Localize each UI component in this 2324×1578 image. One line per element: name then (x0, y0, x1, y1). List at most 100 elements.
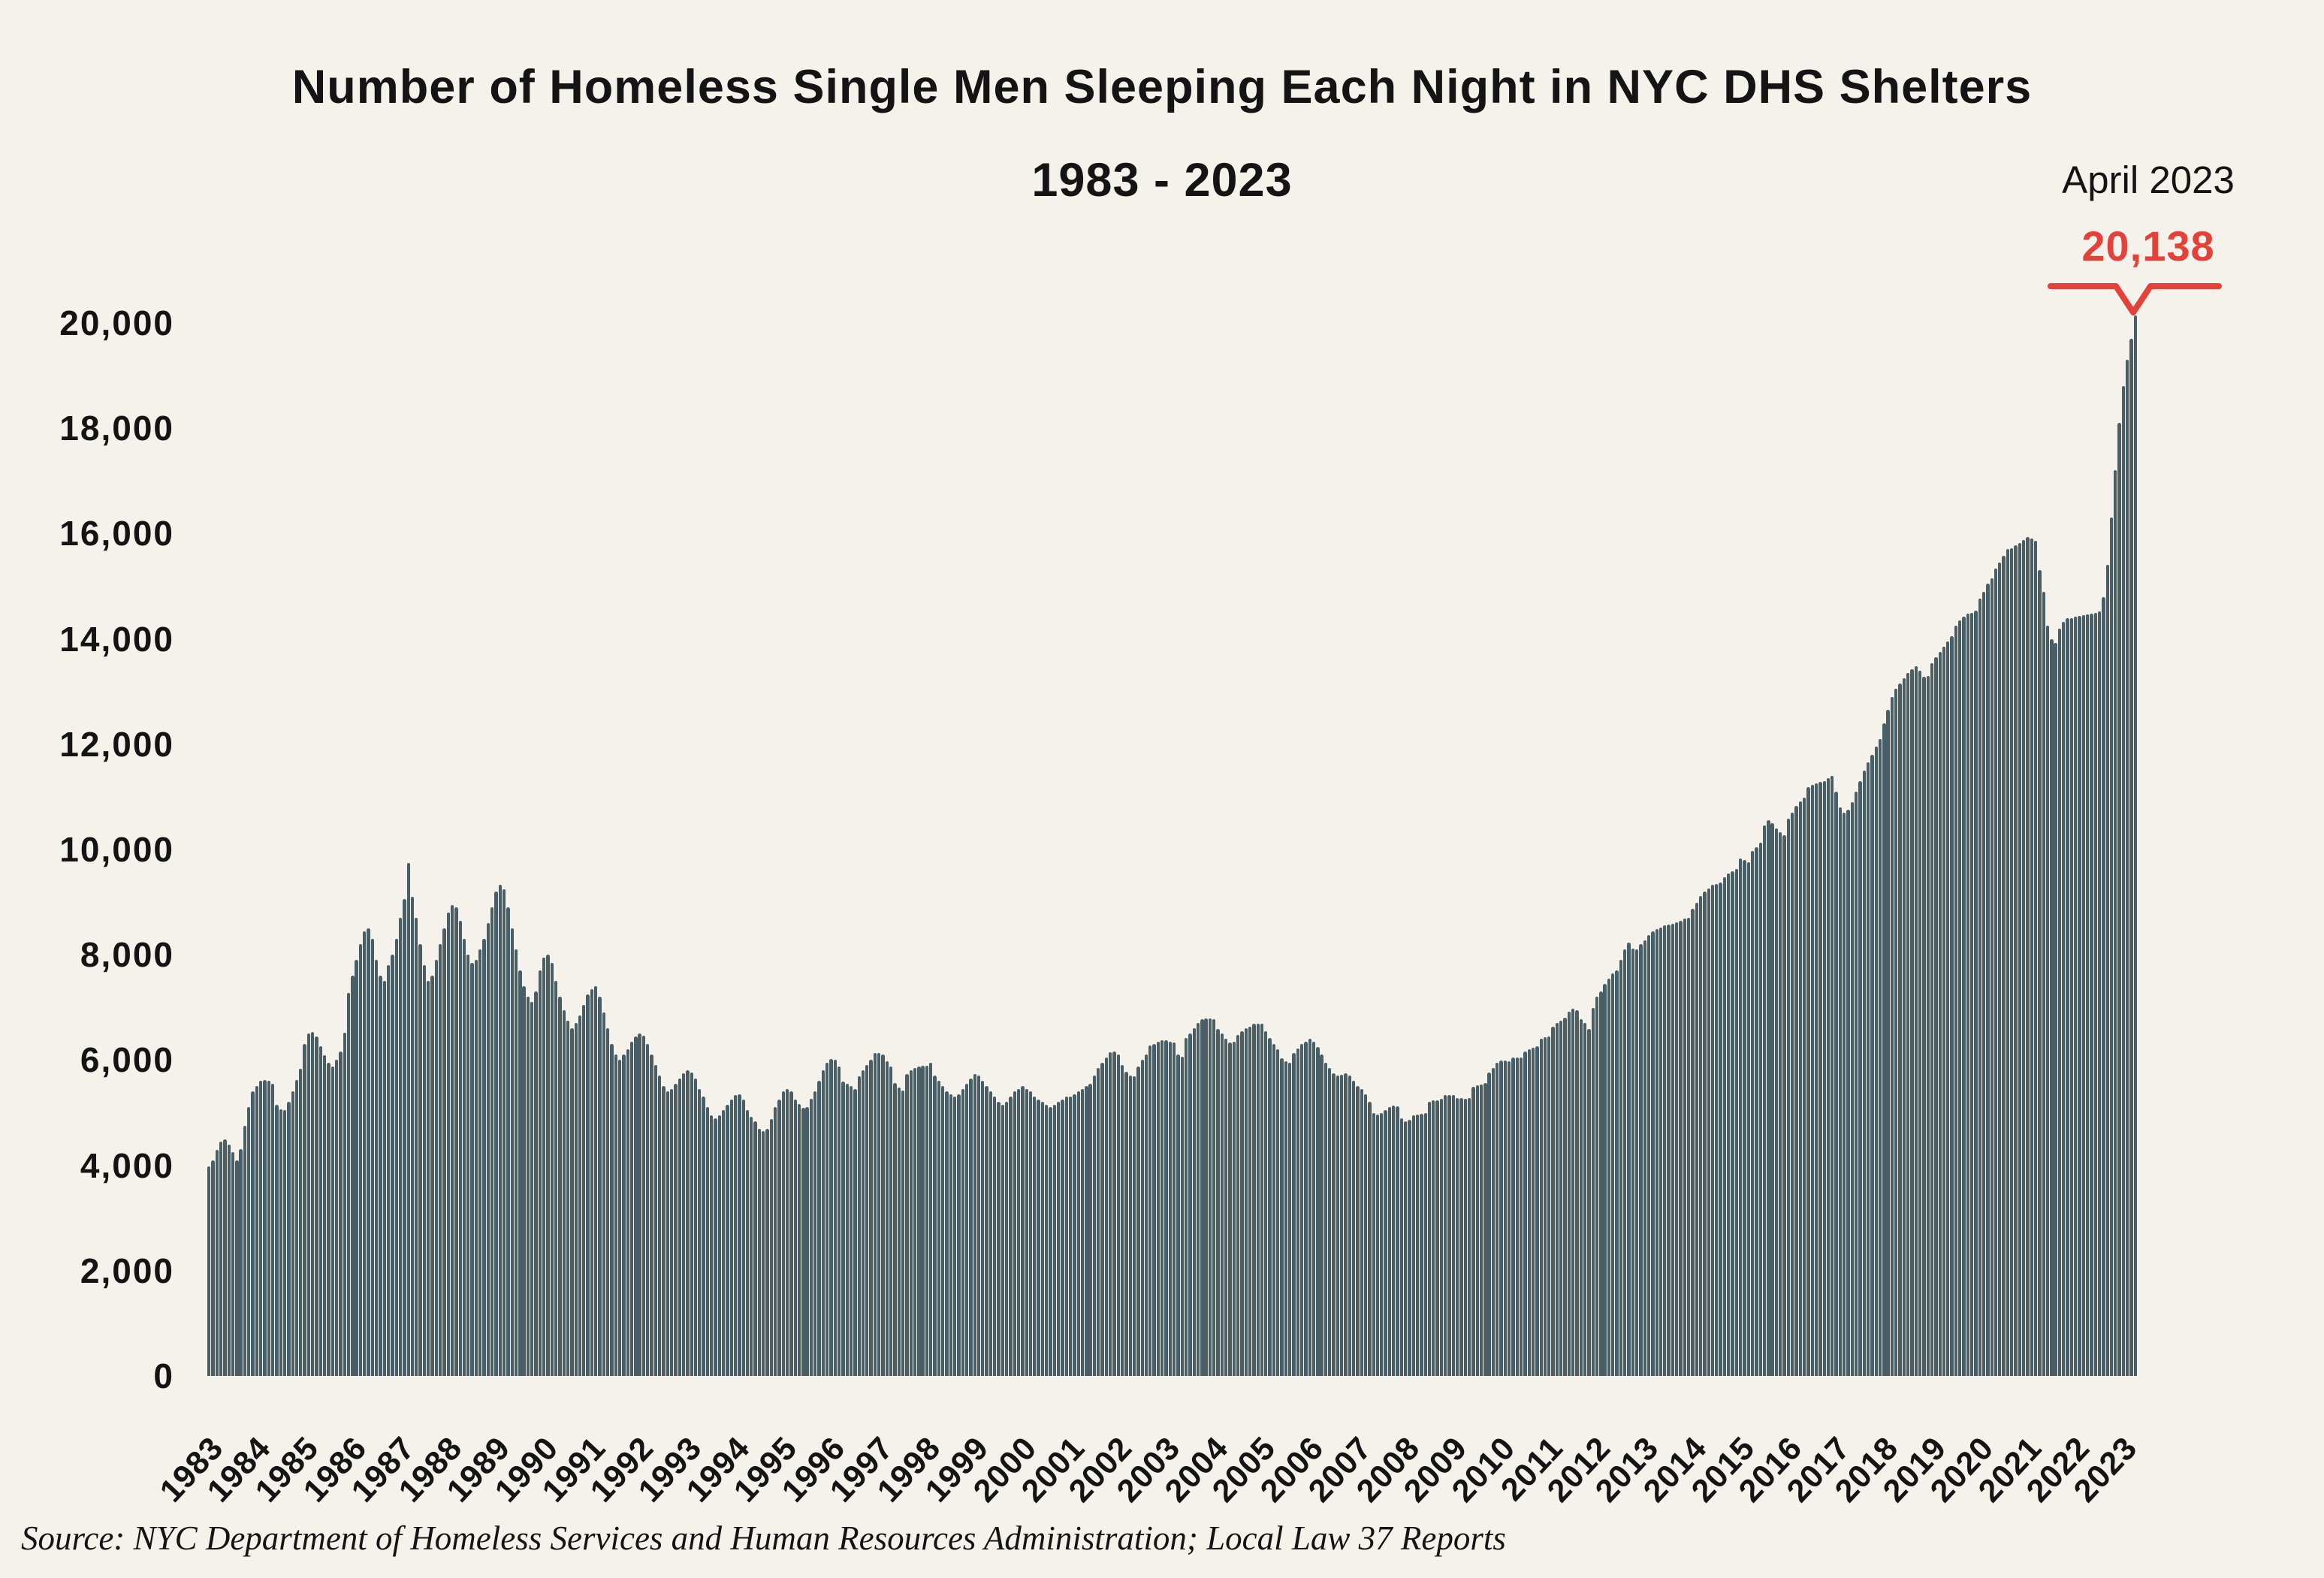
bar-month (1427, 1101, 1432, 1376)
bar-month (952, 1097, 957, 1376)
bar-month (1100, 1062, 1104, 1376)
bar-month (1579, 1018, 1583, 1376)
bar-month (410, 897, 415, 1376)
bar-month (263, 1080, 267, 1376)
bar-month (1420, 1113, 1423, 1376)
bar-month (1447, 1095, 1451, 1376)
bar-month (223, 1139, 227, 1376)
bar-month (1627, 943, 1631, 1376)
bar-month (482, 939, 486, 1376)
bar-month (653, 1065, 658, 1376)
bar-month (821, 1070, 825, 1376)
bar-month (502, 889, 506, 1376)
bar-month (1467, 1097, 1471, 1376)
y-tick-label: 18,000 (59, 409, 174, 448)
bar-month (1663, 925, 1667, 1376)
bar-month (1822, 780, 1826, 1376)
bar-month (1184, 1037, 1188, 1376)
bar-month (1180, 1057, 1184, 1376)
bar-month (2002, 555, 2006, 1376)
bar-month (2105, 565, 2109, 1376)
bar-month (777, 1099, 781, 1376)
bar-month (1686, 918, 1691, 1376)
bar-month (662, 1086, 666, 1376)
bar-month (2038, 570, 2042, 1376)
bar-month (605, 1028, 610, 1376)
bar-month (1296, 1048, 1299, 1376)
bar-month (1073, 1094, 1076, 1376)
bar-month (231, 1152, 235, 1376)
bar-month (2133, 315, 2138, 1376)
annotation-date-label: April 2023 (2062, 158, 2235, 201)
bar-month (578, 1015, 582, 1376)
bar-month (382, 981, 386, 1376)
bar-month (1786, 819, 1791, 1376)
bar-month (2129, 339, 2133, 1376)
bar-month (1336, 1076, 1340, 1376)
bar-month (957, 1094, 961, 1376)
bar-month (1276, 1048, 1280, 1376)
bar-month (1045, 1104, 1049, 1376)
bar-month (542, 957, 546, 1376)
bar-month (1511, 1057, 1515, 1376)
bar-month (2097, 611, 2102, 1376)
bar-month (1739, 858, 1743, 1376)
bar-month (1344, 1073, 1348, 1376)
bar-month (857, 1076, 861, 1376)
bar-month (853, 1088, 857, 1376)
bar-month (1112, 1051, 1116, 1376)
bar-month (1707, 888, 1710, 1376)
bar-month (239, 1148, 243, 1376)
bar-month (518, 970, 522, 1376)
bar-month (1930, 662, 1934, 1376)
bar-month (1535, 1046, 1539, 1376)
chart-subtitle: 1983 - 2023 (1031, 154, 1293, 207)
bar-month (1380, 1113, 1384, 1376)
bar-month (370, 939, 375, 1376)
bar-month (1408, 1119, 1411, 1376)
bar-month (403, 898, 406, 1376)
bar-month (1332, 1073, 1336, 1376)
bar-month (937, 1081, 941, 1376)
bar-month (1503, 1061, 1508, 1376)
bar-month (598, 997, 602, 1376)
bar-month (733, 1095, 738, 1376)
bar-month (1120, 1065, 1124, 1376)
bar-month (339, 1051, 343, 1376)
bar-month (602, 1012, 606, 1376)
bar-month (570, 1028, 574, 1376)
bar-month (1049, 1107, 1052, 1376)
y-tick-label: 20,000 (59, 303, 174, 342)
bar-month (710, 1115, 714, 1376)
bar-month (1025, 1088, 1028, 1376)
bar-month (1527, 1049, 1531, 1376)
bar-month (626, 1049, 629, 1376)
bar-month (1679, 920, 1683, 1376)
bar-month (762, 1131, 765, 1376)
bar-month (303, 1044, 306, 1376)
bar-month (1280, 1058, 1284, 1376)
bar-month (1774, 828, 1779, 1376)
bar-month (1563, 1018, 1567, 1376)
bar-month (1683, 918, 1686, 1376)
bar-month (1934, 657, 1938, 1376)
bar-month (650, 1055, 653, 1376)
bar-month (769, 1118, 774, 1376)
bar-month (698, 1088, 702, 1376)
bar-month (1567, 1011, 1571, 1376)
bar-month (1755, 846, 1758, 1376)
bar-month (1695, 902, 1698, 1376)
bar-month (1212, 1018, 1216, 1376)
bar-month (1148, 1045, 1152, 1376)
bar-month (1519, 1057, 1523, 1376)
bar-month (741, 1099, 745, 1376)
y-tick-label: 4,000 (80, 1145, 174, 1185)
bar-month (1004, 1102, 1009, 1376)
bar-month (1232, 1041, 1236, 1376)
bar-month (841, 1082, 845, 1376)
bar-month (1746, 861, 1750, 1376)
bar-month (282, 1109, 287, 1376)
bar-month (306, 1033, 311, 1376)
bar-month (1508, 1061, 1511, 1376)
